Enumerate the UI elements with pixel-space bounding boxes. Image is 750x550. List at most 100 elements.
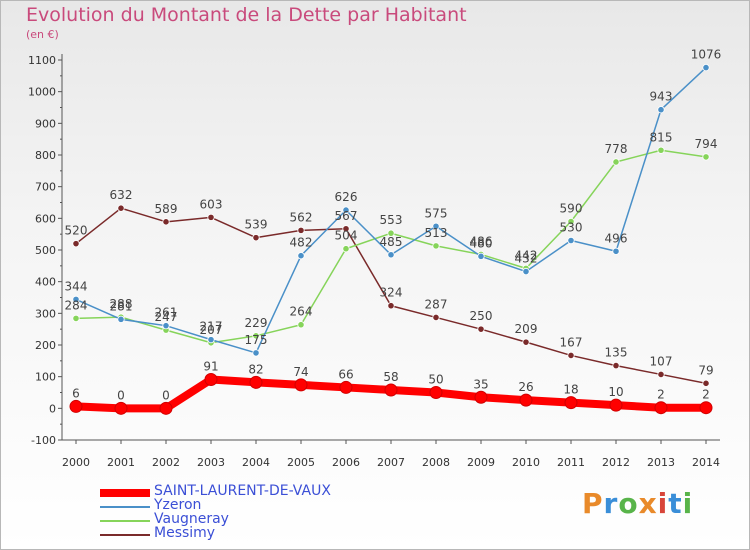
x-tick-label: 2001 bbox=[107, 456, 135, 469]
data-label: 18 bbox=[563, 383, 578, 397]
data-label: 575 bbox=[425, 206, 448, 220]
data-point bbox=[654, 401, 668, 415]
data-point bbox=[294, 378, 308, 392]
logo-letter: i bbox=[682, 487, 694, 520]
data-label: 553 bbox=[380, 213, 403, 227]
data-point bbox=[702, 64, 710, 72]
data-label: 562 bbox=[290, 210, 313, 224]
y-tick-label: 700 bbox=[35, 181, 56, 194]
x-tick-label: 2006 bbox=[332, 456, 360, 469]
data-point bbox=[384, 383, 398, 397]
data-label: 590 bbox=[560, 202, 583, 216]
data-label: 264 bbox=[290, 305, 313, 319]
x-tick-label: 2003 bbox=[197, 456, 225, 469]
legend-label: SAINT-LAURENT-DE-VAUX bbox=[154, 483, 331, 499]
data-point bbox=[72, 240, 80, 248]
data-label: 284 bbox=[65, 298, 88, 312]
data-label: 496 bbox=[605, 231, 628, 245]
data-label: 485 bbox=[380, 235, 403, 249]
legend-label: Messimy bbox=[154, 525, 216, 541]
data-point bbox=[699, 401, 713, 415]
data-point bbox=[702, 379, 710, 387]
y-tick-label: 0 bbox=[49, 402, 56, 415]
data-label: 50 bbox=[428, 373, 443, 387]
data-label: 82 bbox=[248, 362, 263, 376]
y-tick-label: 900 bbox=[35, 117, 56, 130]
data-point bbox=[612, 247, 620, 255]
data-label: 79 bbox=[698, 363, 713, 377]
data-label: 626 bbox=[335, 190, 358, 204]
data-point bbox=[429, 386, 443, 399]
data-point bbox=[339, 380, 353, 394]
data-point bbox=[387, 302, 395, 310]
data-label: 943 bbox=[650, 90, 673, 104]
data-point bbox=[117, 204, 125, 212]
data-point bbox=[297, 226, 305, 234]
legend-label: Yzeron bbox=[154, 497, 202, 513]
data-label: 1076 bbox=[691, 48, 722, 62]
logo-letter: o bbox=[618, 487, 639, 520]
data-label: 520 bbox=[65, 224, 88, 238]
y-tick-label: 600 bbox=[35, 212, 56, 225]
data-point bbox=[207, 213, 215, 221]
data-point bbox=[252, 234, 260, 242]
data-label: 217 bbox=[200, 320, 223, 334]
data-label: 778 bbox=[605, 142, 628, 156]
data-point bbox=[297, 252, 305, 260]
data-label: 58 bbox=[383, 370, 398, 384]
data-point bbox=[342, 225, 350, 233]
proxiti-logo: Proxiti bbox=[582, 487, 693, 520]
data-label: 480 bbox=[470, 236, 493, 250]
data-point bbox=[72, 314, 80, 322]
data-point bbox=[474, 390, 488, 404]
data-point bbox=[609, 398, 623, 412]
data-label: 66 bbox=[338, 367, 353, 381]
data-label: 26 bbox=[518, 380, 533, 394]
data-label: 2 bbox=[657, 388, 665, 402]
data-point bbox=[117, 315, 125, 323]
data-point bbox=[567, 351, 575, 360]
data-label: 344 bbox=[65, 279, 88, 293]
x-tick-label: 2004 bbox=[242, 456, 270, 469]
x-tick-label: 2002 bbox=[152, 456, 180, 469]
data-label: 281 bbox=[110, 299, 133, 313]
legend-swatch bbox=[100, 489, 150, 497]
data-label: 513 bbox=[425, 226, 448, 240]
data-label: 261 bbox=[155, 306, 178, 320]
logo-letter: x bbox=[638, 487, 658, 520]
data-label: 229 bbox=[245, 316, 268, 330]
x-tick-label: 2010 bbox=[512, 456, 540, 469]
data-label: 530 bbox=[560, 221, 583, 235]
data-label: 432 bbox=[515, 252, 538, 266]
data-point bbox=[612, 158, 620, 166]
data-label: 603 bbox=[200, 197, 223, 211]
data-label: 442 bbox=[515, 248, 538, 262]
logo-letter: t bbox=[668, 487, 683, 520]
y-tick-label: 500 bbox=[35, 244, 56, 257]
data-label: 207 bbox=[200, 323, 223, 337]
data-label: 167 bbox=[560, 335, 583, 349]
data-label: 486 bbox=[470, 234, 493, 248]
data-label: 589 bbox=[155, 202, 178, 216]
legend-swatch bbox=[100, 506, 150, 508]
data-point bbox=[252, 349, 260, 357]
data-point bbox=[432, 313, 440, 322]
data-label: 135 bbox=[605, 346, 628, 360]
data-label: 35 bbox=[473, 377, 488, 391]
y-tick-label: 1100 bbox=[28, 54, 56, 67]
legend-item: Yzeron bbox=[100, 497, 420, 516]
data-label: 539 bbox=[245, 218, 268, 232]
x-tick-label: 2005 bbox=[287, 456, 315, 469]
legend-item: Messimy bbox=[100, 525, 420, 544]
y-tick-label: 800 bbox=[35, 149, 56, 162]
data-point bbox=[207, 336, 215, 344]
data-point bbox=[252, 332, 260, 340]
data-point bbox=[72, 295, 80, 303]
data-point bbox=[567, 236, 575, 245]
data-label: 567 bbox=[335, 209, 358, 223]
x-tick-label: 2000 bbox=[62, 456, 90, 469]
legend-swatch bbox=[100, 534, 150, 536]
data-label: 324 bbox=[380, 286, 403, 300]
logo-letter: i bbox=[657, 487, 669, 520]
